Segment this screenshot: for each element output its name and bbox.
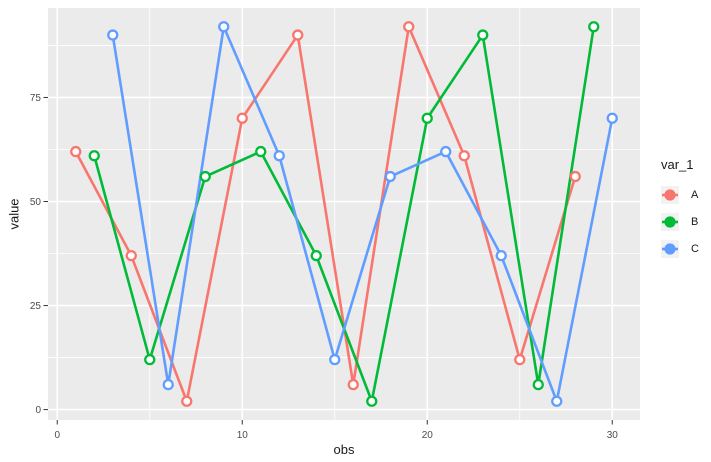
data-point-C bbox=[162, 378, 174, 391]
x-tick-label: 20 bbox=[422, 430, 434, 441]
legend-key-C bbox=[661, 239, 679, 258]
data-point-C bbox=[440, 145, 452, 158]
data-point-B bbox=[532, 378, 544, 391]
legend-glyph-icon bbox=[662, 242, 678, 255]
data-point-C bbox=[329, 354, 341, 366]
y-tick-label: 75 bbox=[30, 93, 42, 104]
data-point-C bbox=[606, 112, 618, 124]
legend: var_1 A B C bbox=[659, 157, 699, 262]
y-tick-label: 0 bbox=[35, 405, 41, 416]
data-point-B bbox=[255, 145, 267, 158]
data-point-C bbox=[384, 170, 396, 183]
data-point-C bbox=[273, 150, 285, 162]
x-tick-label: 30 bbox=[607, 430, 619, 441]
data-point-C bbox=[107, 29, 119, 41]
legend-label-B: B bbox=[691, 215, 699, 228]
data-point-B bbox=[144, 354, 156, 366]
data-point-A bbox=[347, 378, 359, 391]
legend-title: var_1 bbox=[661, 157, 694, 172]
legend-label-C: C bbox=[691, 242, 699, 255]
data-point-A bbox=[292, 29, 304, 41]
x-axis-title: obs bbox=[333, 442, 355, 457]
series-line-C bbox=[111, 25, 614, 403]
data-point-A bbox=[458, 150, 470, 162]
legend-items: A B C bbox=[659, 181, 699, 262]
data-point-B bbox=[477, 29, 489, 41]
legend-glyph-icon bbox=[662, 188, 678, 201]
x-tick-label: 10 bbox=[237, 430, 249, 441]
data-point-B bbox=[421, 112, 433, 124]
data-point-A bbox=[181, 395, 193, 407]
legend-key-B bbox=[661, 212, 679, 231]
data-point-B bbox=[199, 170, 211, 183]
data-point-B bbox=[310, 249, 322, 262]
data-point-B bbox=[366, 395, 378, 407]
y-tick-label: 25 bbox=[30, 301, 42, 312]
data-point-C bbox=[551, 395, 563, 407]
x-tick-label: 0 bbox=[54, 430, 60, 441]
data-point-A bbox=[569, 170, 581, 183]
y-axis-title: value bbox=[6, 198, 22, 230]
plot-panel bbox=[48, 8, 640, 420]
data-point-A bbox=[70, 145, 82, 158]
legend-label-A: A bbox=[691, 188, 699, 201]
legend-item-A: A bbox=[659, 181, 699, 208]
data-point-C bbox=[218, 21, 230, 33]
data-point-A bbox=[236, 112, 248, 124]
legend-item-B: B bbox=[659, 208, 699, 235]
legend-item-C: C bbox=[659, 235, 699, 262]
data-point-B bbox=[88, 150, 100, 162]
legend-key-A bbox=[661, 185, 679, 204]
data-point-A bbox=[125, 249, 137, 262]
data-point-A bbox=[403, 21, 415, 33]
legend-glyph-icon bbox=[662, 215, 678, 228]
data-point-C bbox=[495, 249, 507, 262]
data-point-A bbox=[514, 354, 526, 366]
y-tick-label: 50 bbox=[30, 197, 42, 208]
data-point-B bbox=[588, 21, 600, 33]
